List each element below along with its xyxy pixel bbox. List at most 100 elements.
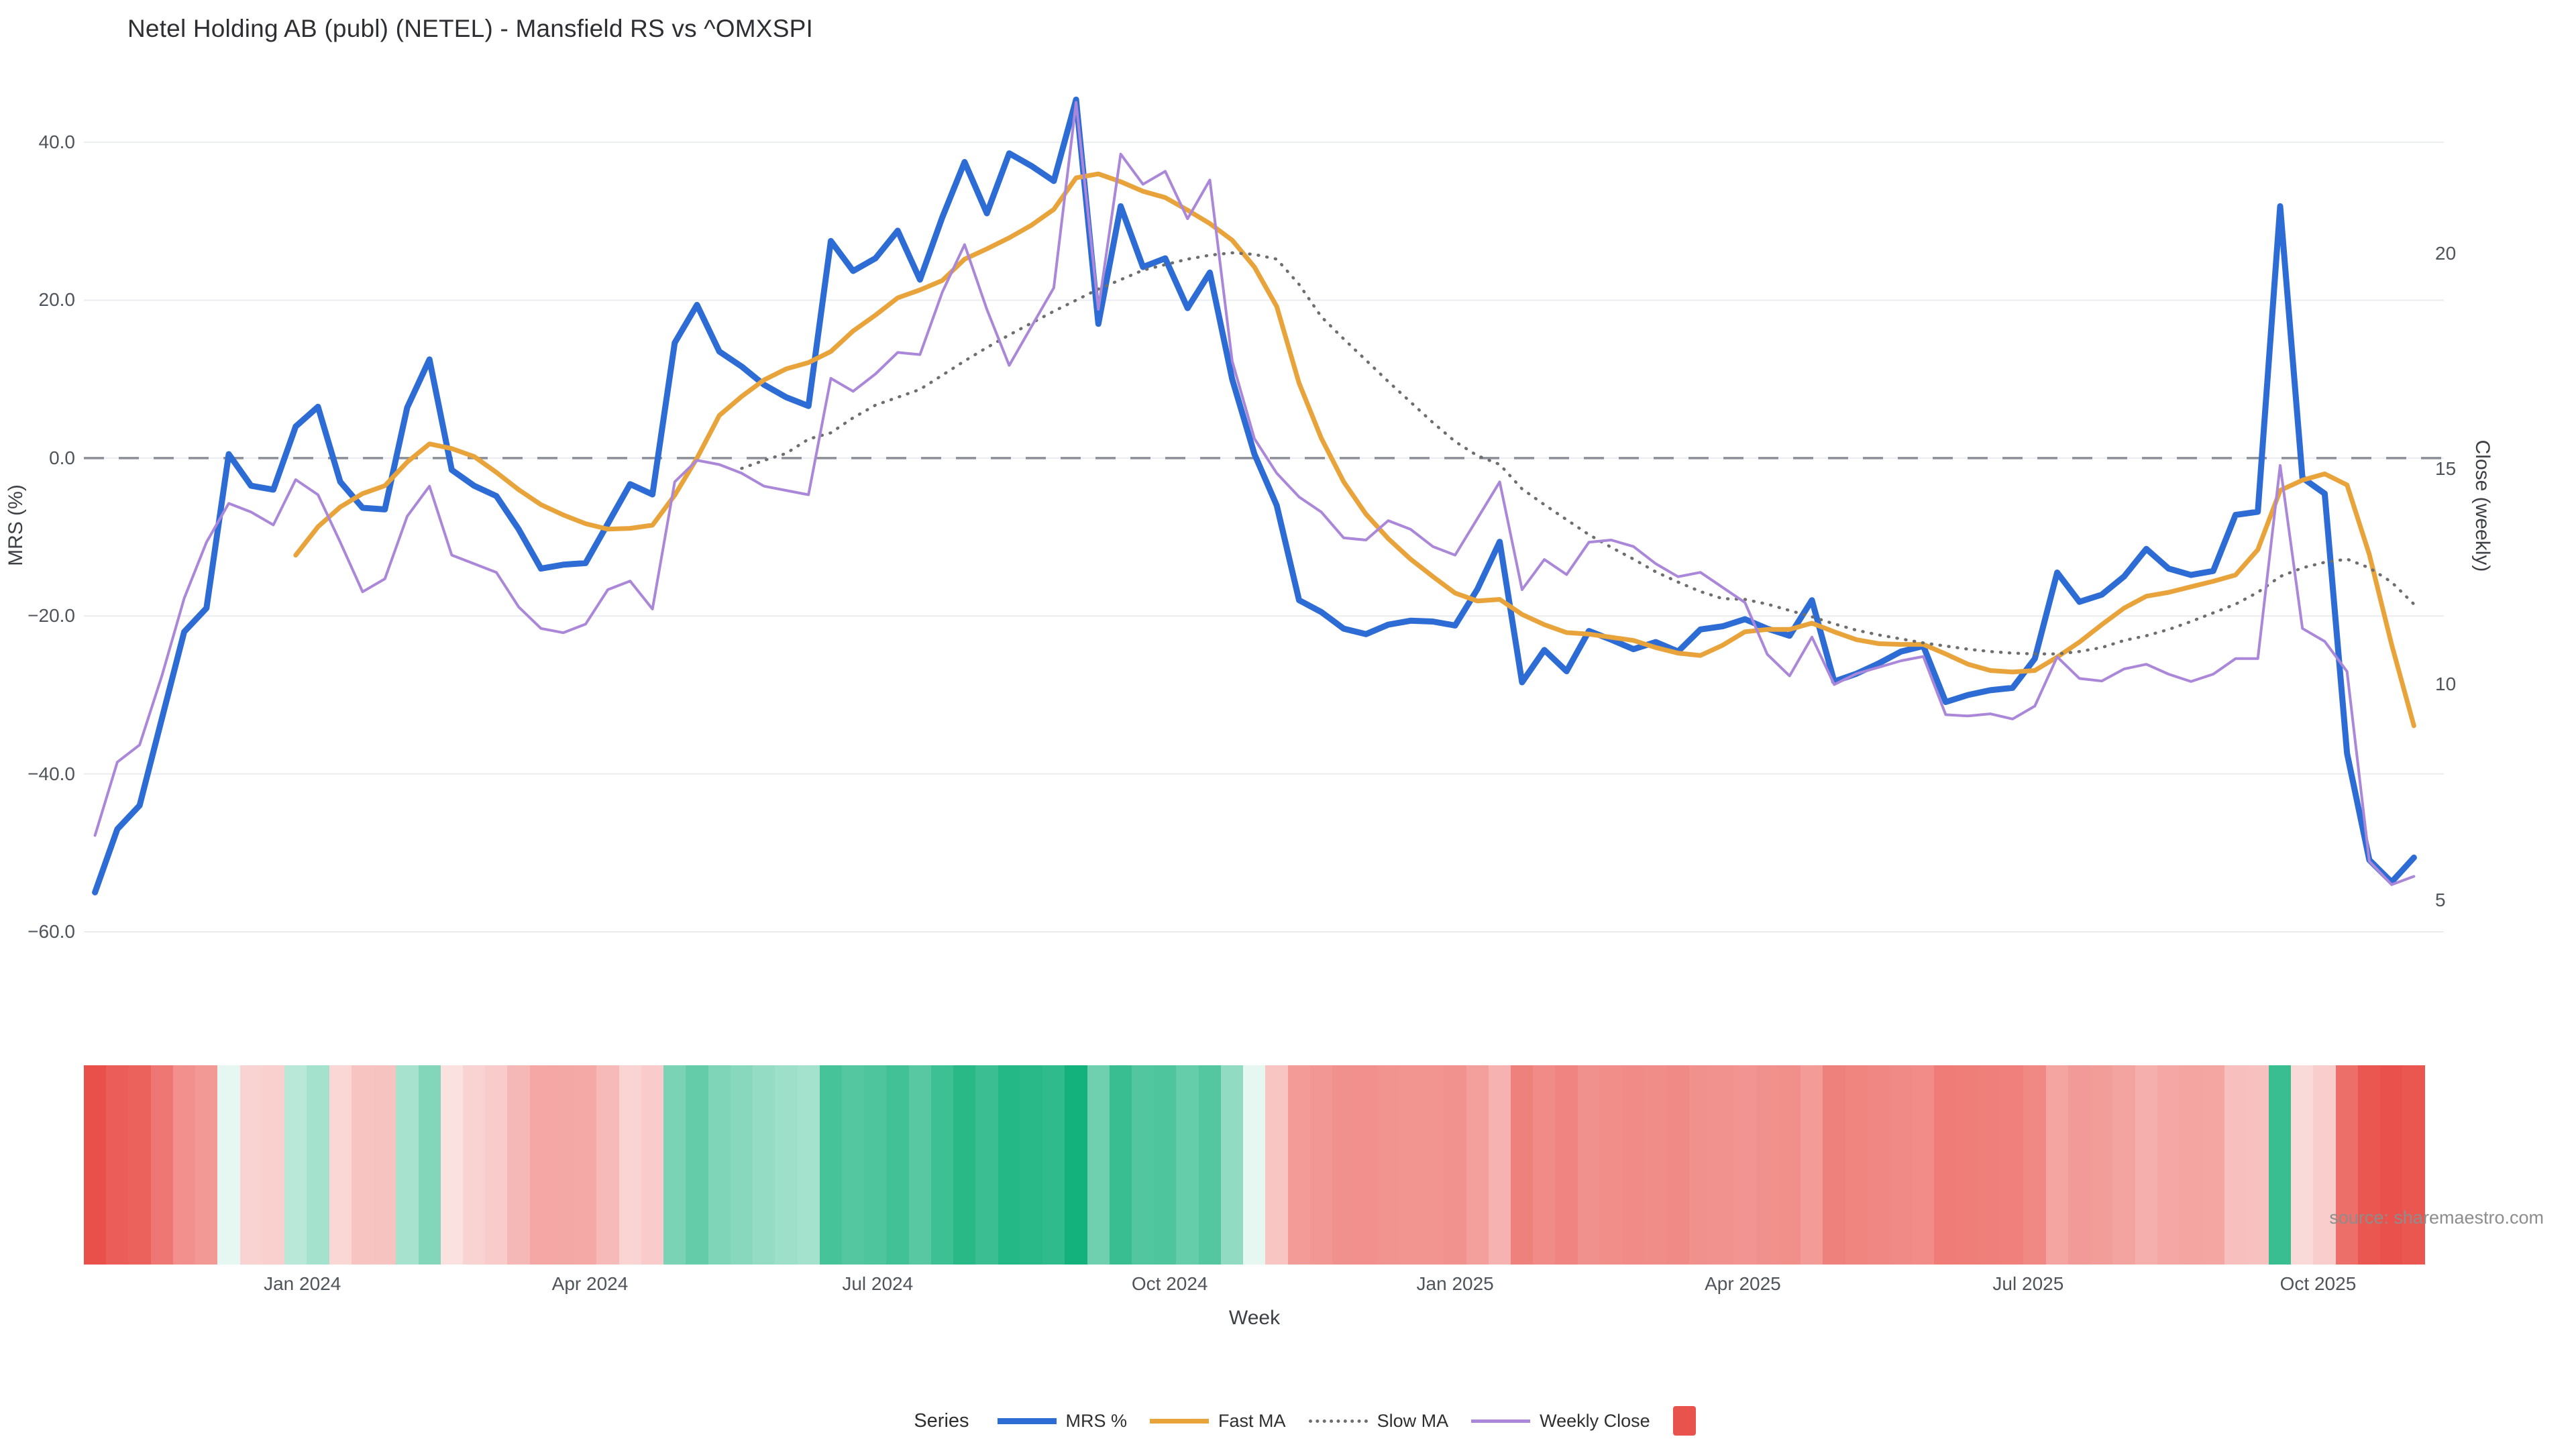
heatmap-cell — [930, 1065, 954, 1265]
heatmap-cell — [2357, 1065, 2381, 1265]
heatmap-cell — [708, 1065, 731, 1265]
heatmap-strip[interactable] — [84, 1065, 2425, 1265]
heatmap-cell — [1265, 1065, 1288, 1265]
heatmap-cell — [1377, 1065, 1399, 1265]
heatmap-cell — [1176, 1065, 1199, 1265]
heatmap-cell — [1065, 1065, 1087, 1265]
heatmap-cell — [396, 1065, 419, 1265]
heatmap-cell — [1466, 1065, 1489, 1265]
legend-label-slow-ma: Slow MA — [1377, 1410, 1449, 1431]
heatmap-cell — [686, 1065, 708, 1265]
heatmap-cell — [2380, 1065, 2403, 1265]
heatmap-cell — [953, 1065, 976, 1265]
heatmap-cell — [1778, 1065, 1801, 1265]
heatmap-cell — [150, 1065, 173, 1265]
heatmap-cell — [1577, 1065, 1600, 1265]
heatmap-cell — [1287, 1065, 1310, 1265]
heatmap-cell — [551, 1065, 575, 1265]
heatmap-cell — [2224, 1065, 2247, 1265]
left-axis-title: MRS (%) — [5, 484, 27, 566]
heatmap-cell — [284, 1065, 307, 1265]
heatmap-cell — [374, 1065, 396, 1265]
legend: Series MRS % Fast MA Slow MA Weekly Clos… — [0, 1406, 2576, 1436]
legend-item-mrs[interactable]: MRS % — [997, 1410, 1128, 1432]
heatmap-cell — [730, 1065, 753, 1265]
legend-item-weekly-close[interactable]: Weekly Close — [1471, 1411, 1650, 1432]
series-line-weekly-close — [93, 101, 2416, 886]
heatmap-cell — [641, 1065, 664, 1265]
heatmap-cell — [1198, 1065, 1221, 1265]
heatmap-cell — [908, 1065, 931, 1265]
heatmap-cell — [418, 1065, 441, 1265]
heatmap-cell — [1220, 1065, 1244, 1265]
heatmap-cell — [2335, 1065, 2358, 1265]
heatmap-cell — [2112, 1065, 2135, 1265]
right-tick-label: 20 — [2435, 242, 2457, 264]
x-tick-label: Apr 2025 — [1705, 1273, 1781, 1294]
heatmap-cell — [1511, 1065, 1534, 1265]
heatmap-cell — [1867, 1065, 1890, 1265]
x-tick-label: Apr 2024 — [551, 1273, 629, 1294]
series-line-mrs- — [92, 97, 2417, 896]
heatmap-cell — [84, 1065, 107, 1265]
legend-item-slow-ma[interactable]: Slow MA — [1308, 1410, 1449, 1432]
heatmap-cell — [2090, 1065, 2113, 1265]
legend-label-mrs: MRS % — [1065, 1410, 1128, 1431]
right-axis-title: Close (weekly) — [2471, 439, 2493, 572]
legend-item-heatmap[interactable] — [1672, 1406, 1696, 1436]
heatmap-cell — [2023, 1065, 2046, 1265]
heatmap-cell — [1109, 1065, 1132, 1265]
weekly-close-line-sample-icon — [1471, 1419, 1531, 1423]
heatmap-cell — [2157, 1065, 2180, 1265]
left-tick-label: −40.0 — [28, 763, 75, 784]
heatmap-cell — [1666, 1065, 1689, 1265]
x-tick-label: Jul 2024 — [842, 1273, 914, 1294]
x-tick-label: Oct 2024 — [1131, 1273, 1208, 1294]
heatmap-cell — [886, 1065, 909, 1265]
heatmap-cell — [2291, 1065, 2314, 1265]
heatmap-cell — [2045, 1065, 2068, 1265]
series-line-slow-ma — [740, 251, 2416, 656]
heatmap-cell — [1845, 1065, 1868, 1265]
heatmap-cell — [1309, 1065, 1333, 1265]
heatmap-cell — [1956, 1065, 1979, 1265]
heatmap-cell — [507, 1065, 530, 1265]
heatmap-cell — [1421, 1065, 1444, 1265]
source-credit: source: sharemaestro.com — [2329, 1208, 2544, 1228]
heatmap-cell — [619, 1065, 641, 1265]
heatmap-cell — [1889, 1065, 1913, 1265]
heatmap-cell — [351, 1065, 374, 1265]
heatmap-cell — [1354, 1065, 1377, 1265]
fast-ma-line-sample-icon — [1150, 1418, 1210, 1424]
heatmap-cell — [106, 1065, 129, 1265]
heatmap-cell — [1087, 1065, 1110, 1265]
legend-item-fast-ma[interactable]: Fast MA — [1150, 1411, 1286, 1432]
heatmap-cell — [2246, 1065, 2269, 1265]
x-tick-label: Jul 2025 — [1992, 1273, 2064, 1294]
heatmap-cell — [2180, 1065, 2202, 1265]
heatmap-cell — [574, 1065, 597, 1265]
heatmap-cell — [1154, 1065, 1177, 1265]
heatmap-cell — [797, 1065, 820, 1265]
heatmap-cell — [1756, 1065, 1778, 1265]
left-tick-label: 40.0 — [38, 131, 76, 153]
heatmap-cell — [2402, 1065, 2425, 1265]
heatmap-cell — [1042, 1065, 1065, 1265]
heatmap-cell — [1823, 1065, 1845, 1265]
heatmap-cell — [195, 1065, 218, 1265]
heatmap-swatch-icon — [1672, 1406, 1696, 1436]
heatmap-cell — [1444, 1065, 1466, 1265]
legend-label-fast-ma: Fast MA — [1218, 1410, 1286, 1431]
right-tick-label: 10 — [2435, 674, 2457, 695]
heatmap-cell — [1020, 1065, 1043, 1265]
heatmap-cell — [596, 1065, 619, 1265]
heatmap-cell — [2313, 1065, 2336, 1265]
heatmap-cell — [663, 1065, 686, 1265]
heatmap-cell — [1644, 1065, 1667, 1265]
heatmap-cell — [1488, 1065, 1511, 1265]
heatmap-cell — [1399, 1065, 1422, 1265]
x-tick-label: Jan 2024 — [264, 1273, 341, 1294]
heatmap-cell — [2202, 1065, 2224, 1265]
heatmap-cell — [864, 1065, 887, 1265]
